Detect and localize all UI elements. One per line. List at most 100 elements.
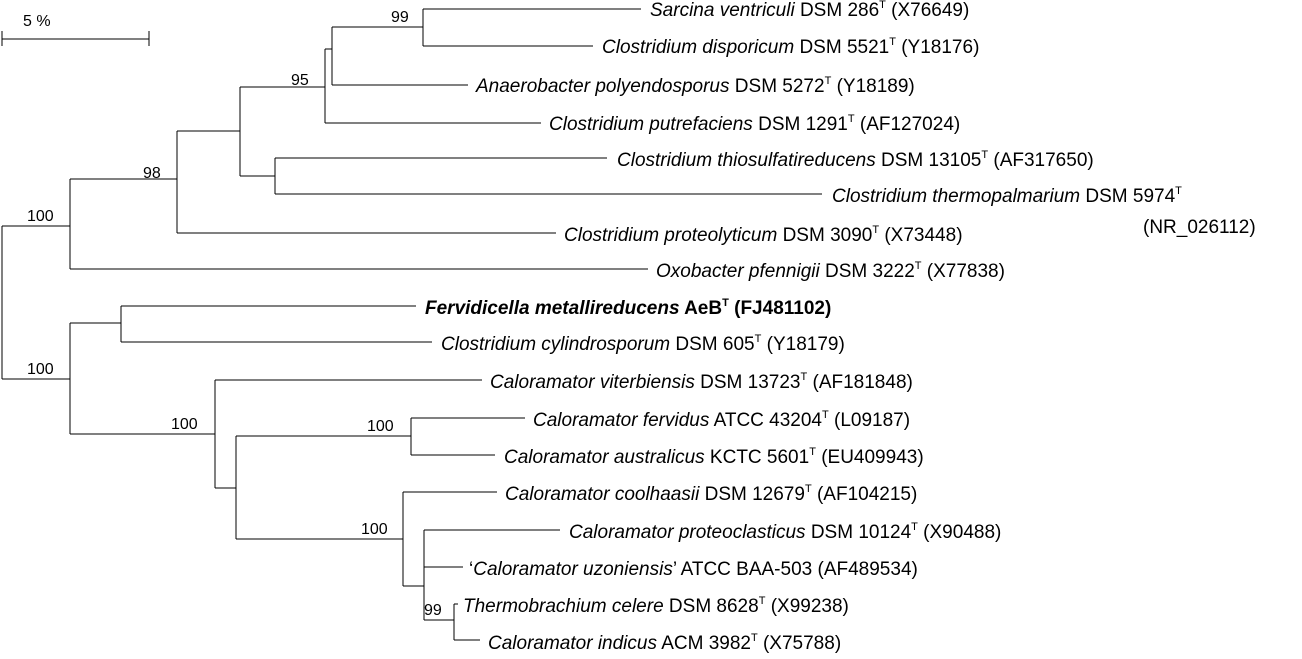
taxon-label: Caloramator proteoclasticus DSM 10124T (… [569, 521, 1001, 543]
taxon-species: Clostridium thermopalmarium [832, 186, 1080, 207]
taxon-quote-open: ‘ [469, 559, 473, 580]
taxon-label: Caloramator fervidus ATCC 43204T (L09187… [533, 409, 910, 431]
taxon-label: Clostridium cylindrosporum DSM 605T (Y18… [441, 333, 845, 355]
taxon-species: Thermobrachium celere [463, 596, 664, 617]
taxon-strain: DSM 286 [795, 0, 879, 21]
taxon-strain: ATCC 43204 [709, 410, 822, 431]
taxon-strain: DSM 605 [670, 334, 754, 355]
taxon-species: Clostridium cylindrosporum [441, 334, 670, 355]
taxon-accession: (FJ481102) [729, 298, 831, 319]
taxon-accession: (X73448) [879, 225, 962, 246]
taxon-strain: DSM 3090 [777, 225, 872, 246]
taxon-type-mark: T [1175, 185, 1182, 197]
taxon-species: Clostridium putrefaciens [549, 114, 753, 135]
taxon-strain: DSM 3222 [820, 261, 915, 282]
taxon-label: Clostridium disporicum DSM 5521T (Y18176… [602, 36, 979, 58]
taxon-accession: (EU409943) [816, 447, 924, 468]
taxon-species: Sarcina ventriculi [650, 0, 795, 21]
bootstrap-values: 99 95 98 100 100 100 100 100 99 [27, 9, 442, 619]
bootstrap-100-fervidus: 100 [367, 418, 394, 435]
taxon-strain: DSM 12679 [699, 484, 805, 505]
taxon-type-mark: T [981, 149, 988, 161]
taxon-species: Anaerobacter polyendosporus [475, 76, 730, 97]
taxon-accession: (X76649) [886, 0, 969, 21]
taxon-species: Fervidicella metallireducens [425, 298, 680, 319]
bootstrap-99-sarcina: 99 [391, 9, 409, 26]
taxon-label-highlighted: Fervidicella metallireducens AeBT (FJ481… [425, 297, 831, 319]
taxon-label: Clostridium proteolyticum DSM 3090T (X73… [564, 224, 963, 246]
bootstrap-99-thermobrachium: 99 [424, 602, 442, 619]
taxon-label: Caloramator indicus ACM 3982T (X75788) [488, 632, 841, 654]
taxon-label: Caloramator coolhaasii DSM 12679T (AF104… [505, 483, 917, 505]
taxon-accession: (AF489534) [812, 559, 918, 580]
taxon-strain: DSM 13105 [876, 150, 982, 171]
taxon-species: Oxobacter pfennigii [656, 261, 820, 282]
taxon-accession: (Y18179) [761, 334, 844, 355]
taxon-type-mark: T [805, 483, 812, 495]
taxon-label: ‘Caloramator uzoniensis’ ATCC BAA-503 (A… [469, 559, 918, 580]
taxon-species: Caloramator uzoniensis [473, 559, 673, 580]
taxon-accession: (Y18189) [831, 76, 914, 97]
bootstrap-98: 98 [143, 165, 161, 182]
taxon-accession: (L09187) [829, 410, 910, 431]
taxon-type-mark: T [809, 446, 816, 458]
taxon-label: Caloramator viterbiensis DSM 13723T (AF1… [490, 371, 913, 393]
taxon-labels: Sarcina ventriculi DSM 286T (X76649) Clo… [425, 0, 1256, 654]
taxon-strain: DSM 5272 [730, 76, 825, 97]
bootstrap-100-root: 100 [27, 361, 54, 378]
taxon-label: Clostridium putrefaciens DSM 1291T (AF12… [549, 113, 960, 135]
scale-bar: 5 % [1, 13, 150, 46]
taxon-species: Caloramator proteoclasticus [569, 522, 806, 543]
taxon-type-mark: T [755, 333, 762, 345]
taxon-accession: (AF104215) [812, 484, 918, 505]
taxon-type-mark: T [915, 260, 922, 272]
taxon-label: Clostridium thiosulfatireducens DSM 1310… [617, 149, 1094, 171]
taxon-type-mark: T [911, 521, 918, 533]
taxon-type-mark: T [722, 297, 729, 309]
taxon-label: Caloramator australicus KCTC 5601T (EU40… [504, 446, 924, 468]
bootstrap-100-caloramator: 100 [171, 416, 198, 433]
taxon-species: Caloramator viterbiensis [490, 372, 695, 393]
taxon-strain: DSM 1291 [753, 114, 848, 135]
taxon-species: Caloramator coolhaasii [505, 484, 700, 505]
taxon-species: Clostridium thiosulfatireducens [617, 150, 876, 171]
taxon-accession-wrapped: (NR_026112) [1143, 217, 1256, 238]
taxon-label: Thermobrachium celere DSM 8628T (X99238) [463, 595, 849, 617]
taxon-accession: (Y18176) [896, 37, 979, 58]
scale-bar-label: 5 % [23, 13, 51, 30]
taxon-strain: ’ ATCC BAA-503 [673, 559, 812, 580]
taxon-type-mark: T [889, 36, 896, 48]
taxon-strain: ACM 3982 [657, 633, 751, 654]
taxon-type-mark: T [825, 75, 832, 87]
taxon-accession: (AF127024) [855, 114, 961, 135]
taxon-accession: (X99238) [765, 596, 848, 617]
taxon-type-mark: T [751, 632, 758, 644]
taxon-strain: DSM 8628 [664, 596, 759, 617]
tree-branches [1, 8, 822, 641]
taxon-accession: (X75788) [758, 633, 841, 654]
taxon-label: Oxobacter pfennigii DSM 3222T (X77838) [656, 260, 1005, 282]
taxon-species: Caloramator australicus [504, 447, 705, 468]
taxon-type-mark: T [872, 224, 879, 236]
bootstrap-95: 95 [291, 72, 309, 89]
taxon-accession: (X77838) [922, 261, 1005, 282]
taxon-species: Caloramator indicus [488, 633, 657, 654]
taxon-strain: AeB [680, 298, 723, 319]
taxon-type-mark: T [822, 409, 829, 421]
taxon-strain: DSM 5974 [1080, 186, 1175, 207]
taxon-species: Caloramator fervidus [533, 410, 710, 431]
taxon-type-mark: T [848, 113, 855, 125]
taxon-type-mark: T [759, 595, 766, 607]
taxon-species: Clostridium proteolyticum [564, 225, 777, 246]
taxon-strain: DSM 5521 [794, 37, 889, 58]
taxon-label: Sarcina ventriculi DSM 286T (X76649) [650, 0, 969, 21]
bootstrap-100-upper: 100 [27, 208, 54, 225]
taxon-accession: (AF317650) [988, 150, 1094, 171]
taxon-strain: DSM 10124 [806, 522, 912, 543]
taxon-accession: (AF181848) [807, 372, 913, 393]
taxon-species: Clostridium disporicum [602, 37, 794, 58]
taxon-type-mark: T [879, 0, 886, 11]
taxon-strain: KCTC 5601 [705, 447, 810, 468]
taxon-label: Clostridium thermopalmarium DSM 5974T [832, 185, 1182, 207]
